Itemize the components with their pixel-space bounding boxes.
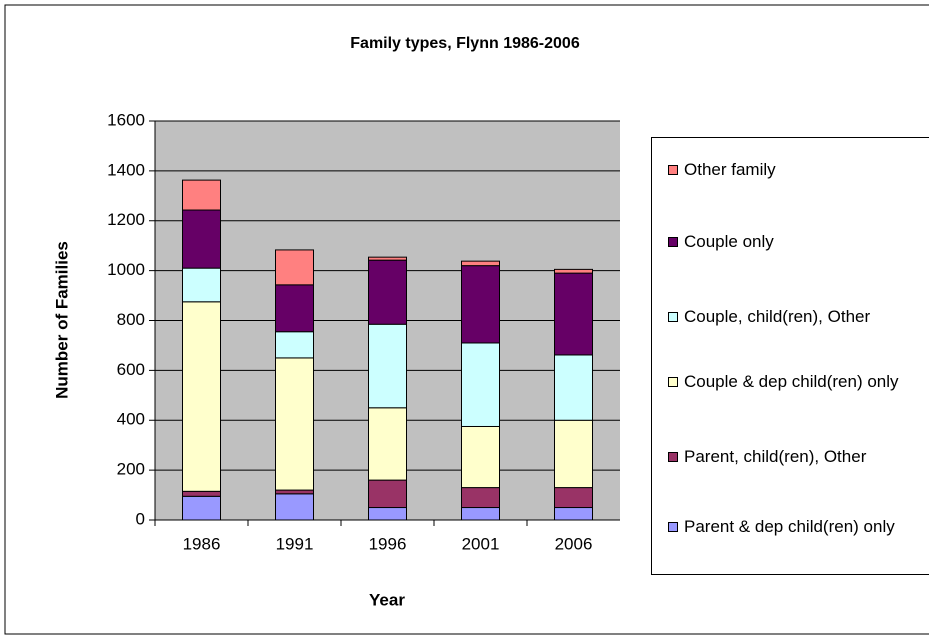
bar-segment <box>275 284 314 333</box>
legend-swatch <box>668 377 678 387</box>
bar-segment <box>554 419 593 489</box>
y-tick-label: 200 <box>117 460 145 479</box>
bar-segment <box>554 507 593 521</box>
legend-label: Couple, child(ren), Other <box>684 307 871 326</box>
legend-label: Couple only <box>684 232 774 251</box>
x-tick-label: 1986 <box>183 534 221 553</box>
bar-segment <box>368 259 407 325</box>
legend: Parent & dep child(ren) only Parent, chil… <box>651 137 929 575</box>
y-tick-label: 1400 <box>107 160 145 179</box>
bar-segment <box>461 260 500 267</box>
bar-segment <box>275 357 314 491</box>
y-tick-label: 1600 <box>107 110 145 129</box>
chart-title: Family types, Flynn 1986-2006 <box>350 35 580 52</box>
x-tick-label: 2006 <box>555 534 593 553</box>
bar-segment <box>182 490 221 497</box>
y-tick-label: 400 <box>117 410 145 429</box>
bar-segment <box>368 479 407 509</box>
bar-segment <box>461 487 500 509</box>
legend-swatch <box>668 312 678 322</box>
y-tick-label: 600 <box>117 360 145 379</box>
bar-segment <box>275 331 314 359</box>
bar-segment <box>554 354 593 421</box>
legend-entry: Couple only <box>668 228 914 256</box>
legend-entry: Couple, child(ren), Other <box>668 303 914 331</box>
legend-label: Couple & dep child(ren) only <box>684 372 899 391</box>
bar-segment <box>461 425 500 489</box>
bar-segment <box>182 179 221 211</box>
bar-segment <box>461 265 500 344</box>
bar-segment <box>368 323 407 409</box>
y-tick-label: 1200 <box>107 210 145 229</box>
bar-segment <box>275 489 314 495</box>
bar-segment <box>182 495 221 521</box>
legend-entry: Parent, child(ren), Other <box>668 443 914 471</box>
bar-segment <box>461 507 500 521</box>
x-tick-label: 1991 <box>276 534 314 553</box>
bar-segment <box>554 487 593 509</box>
x-axis-label: Year <box>369 590 405 609</box>
legend-entry: Couple & dep child(ren) only <box>668 368 914 396</box>
bar-segment <box>554 272 593 356</box>
legend-label: Other family <box>684 160 776 179</box>
bar-segment <box>182 301 221 492</box>
bar-segment <box>368 256 407 261</box>
y-tick-label: 1000 <box>107 260 145 279</box>
legend-entry: Parent & dep child(ren) only <box>668 513 914 541</box>
bar-segment <box>461 342 500 427</box>
legend-entry: Other family <box>668 156 914 184</box>
y-tick-label: 0 <box>136 509 145 528</box>
bar-segment <box>554 268 593 274</box>
legend-label: Parent & dep child(ren) only <box>684 517 895 536</box>
legend-label: Parent, child(ren), Other <box>684 447 867 466</box>
bar-segment <box>368 407 407 481</box>
legend-swatch <box>668 165 678 175</box>
legend-swatch <box>668 237 678 247</box>
x-tick-label: 1996 <box>369 534 407 553</box>
y-axis-label: Number of Families <box>52 241 71 399</box>
bar-segment <box>275 493 314 521</box>
x-tick-label: 2001 <box>462 534 500 553</box>
bar-segment <box>275 249 314 286</box>
y-tick-label: 800 <box>117 310 145 329</box>
bar-segment <box>182 209 221 269</box>
bar-segment <box>368 507 407 521</box>
legend-swatch <box>668 452 678 462</box>
bar-segment <box>182 267 221 303</box>
legend-swatch <box>668 522 678 532</box>
